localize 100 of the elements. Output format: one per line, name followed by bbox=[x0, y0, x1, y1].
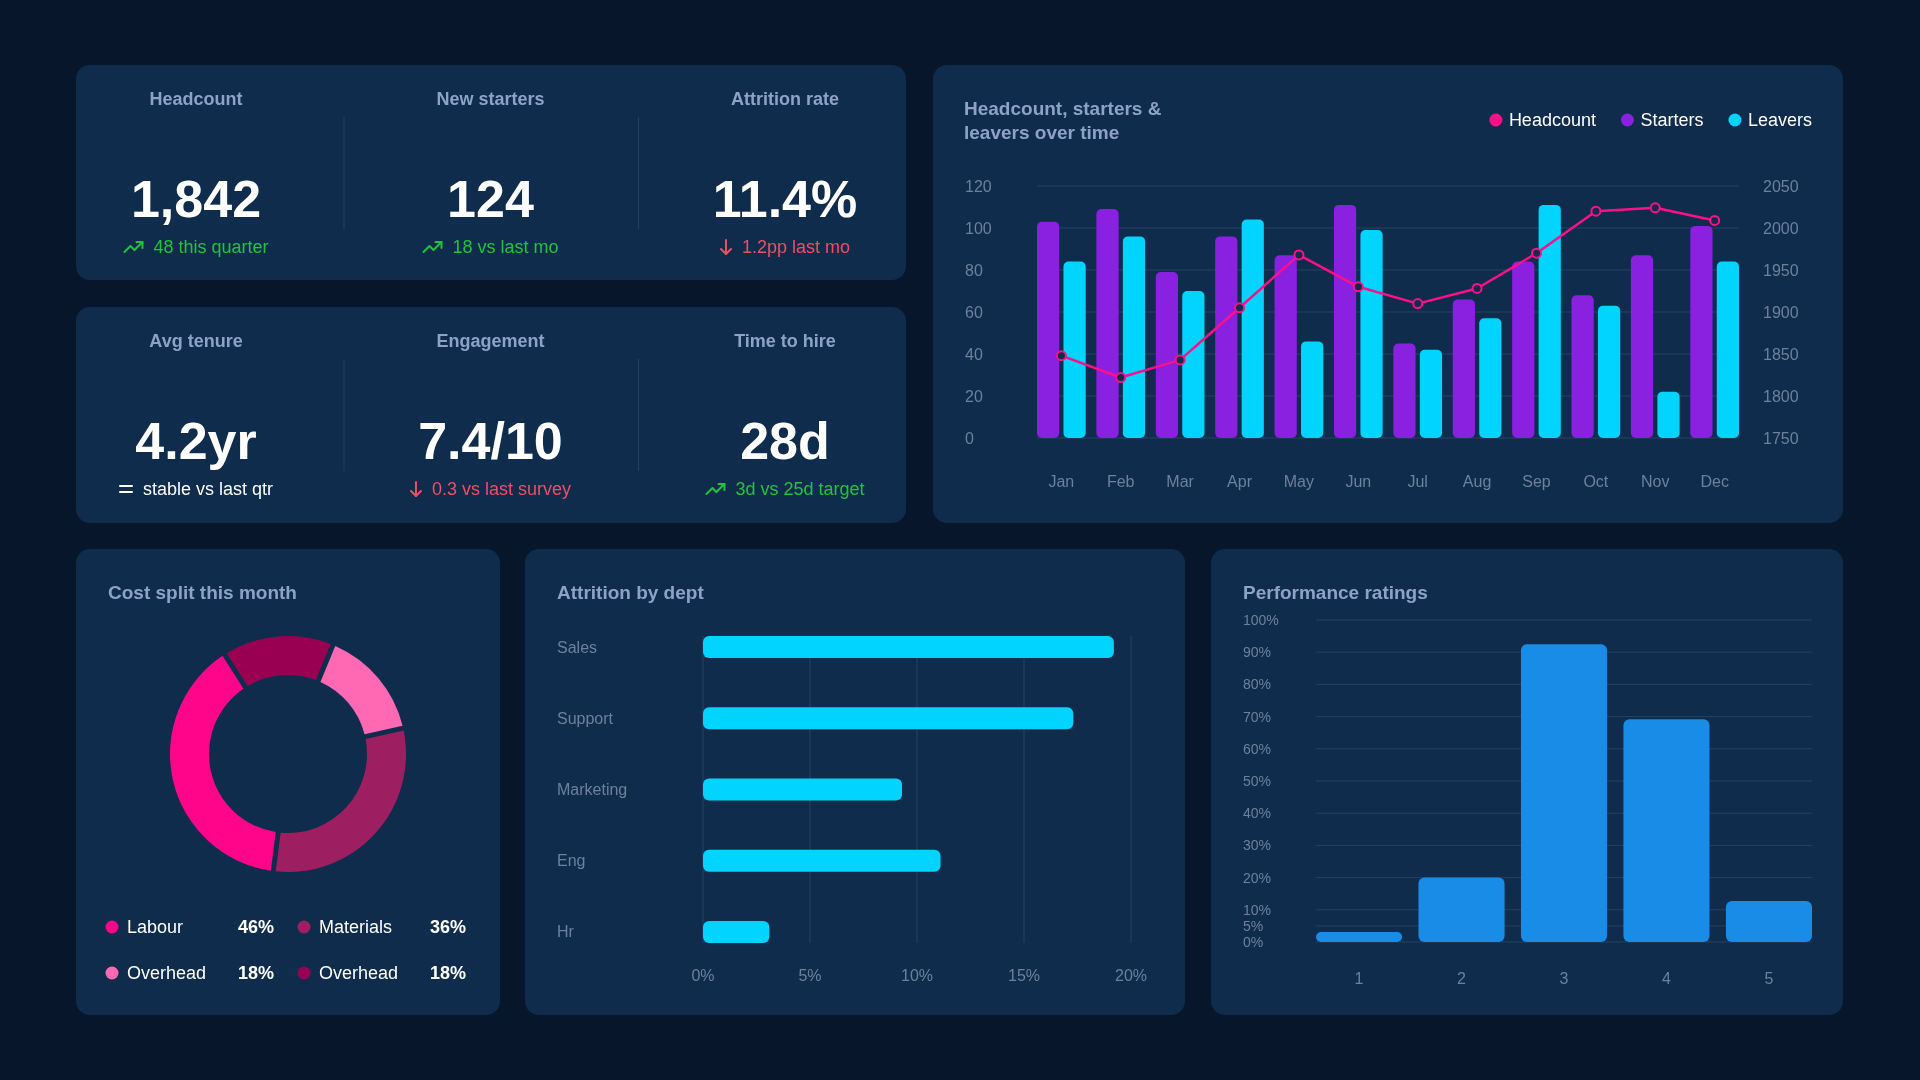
x-tick-label: 1 bbox=[1354, 969, 1364, 987]
category-label: Engagement bbox=[436, 331, 545, 351]
bar bbox=[1418, 877, 1505, 942]
legend-label: Starters bbox=[1640, 110, 1704, 130]
bar bbox=[1215, 236, 1238, 438]
y-tick-label: Hr bbox=[557, 923, 575, 941]
donut-slice bbox=[320, 645, 403, 735]
y2-tick-label: 1950 bbox=[1763, 261, 1799, 279]
x-tick-label: Sep bbox=[1522, 472, 1551, 490]
point bbox=[1115, 372, 1127, 384]
bar bbox=[1630, 255, 1654, 438]
y2-tick-label: 1850 bbox=[1763, 345, 1799, 363]
chart-title: Attrition by dept bbox=[557, 581, 705, 603]
category-label: New starters bbox=[436, 89, 545, 109]
bar bbox=[703, 707, 1074, 730]
x-tick-label: Jan bbox=[1048, 472, 1075, 490]
text: 1.2pp last mo bbox=[741, 237, 851, 257]
bar bbox=[1037, 221, 1060, 438]
y-tick-label: 100% bbox=[1243, 612, 1279, 628]
bar bbox=[1122, 236, 1146, 438]
x-tick-label: 5% bbox=[798, 966, 822, 984]
legend-label: Overhead bbox=[319, 963, 399, 983]
x-tick-label: Jul bbox=[1407, 472, 1428, 490]
y-tick-label: 20% bbox=[1243, 869, 1272, 886]
data-label: 46% bbox=[237, 917, 274, 937]
bar bbox=[1316, 932, 1403, 942]
legend-label: Headcount bbox=[1508, 110, 1596, 130]
text: 3d vs 25d target bbox=[735, 479, 865, 499]
point bbox=[1530, 247, 1542, 259]
x-tick-label: Feb bbox=[1106, 472, 1135, 490]
y-tick-label: 90% bbox=[1243, 644, 1272, 661]
bar bbox=[703, 920, 770, 943]
text: 7.4/10 bbox=[418, 412, 563, 470]
legend-label: Labour bbox=[127, 917, 184, 937]
bar bbox=[1419, 349, 1443, 438]
data-label: 18% bbox=[237, 963, 274, 983]
data-label: 36% bbox=[429, 917, 466, 937]
category-label: Avg tenure bbox=[149, 331, 243, 351]
y-tick-label: 60% bbox=[1243, 740, 1272, 757]
x-tick-label: Mar bbox=[1166, 472, 1195, 490]
category-label: Headcount bbox=[149, 89, 243, 109]
y-tick-label: Eng bbox=[557, 852, 586, 870]
point bbox=[1234, 302, 1246, 314]
bar bbox=[1063, 261, 1086, 438]
bar bbox=[1512, 261, 1535, 438]
bar bbox=[1274, 255, 1297, 438]
y-tick-label: 20 bbox=[965, 387, 983, 405]
point bbox=[1649, 202, 1661, 214]
data-label: 18% bbox=[429, 963, 466, 983]
x-tick-label: Nov bbox=[1641, 472, 1670, 490]
bar bbox=[1690, 225, 1713, 438]
bar bbox=[703, 849, 941, 872]
text: 18 vs last mo bbox=[452, 237, 559, 257]
bar bbox=[1571, 295, 1594, 438]
x-tick-label: 10% bbox=[900, 966, 934, 984]
category-label: Time to hire bbox=[734, 331, 836, 351]
bar bbox=[1241, 219, 1264, 438]
chart-title: Performance ratings bbox=[1243, 581, 1428, 603]
bar bbox=[1538, 204, 1561, 438]
y2-tick-label: 1800 bbox=[1763, 387, 1799, 405]
y-tick-label: 50% bbox=[1243, 773, 1272, 789]
y2-tick-label: 2000 bbox=[1763, 219, 1799, 237]
y-tick-label: 80 bbox=[965, 261, 983, 279]
x-tick-label: 2 bbox=[1457, 969, 1467, 987]
text: 48 this quarter bbox=[153, 237, 269, 257]
bar bbox=[1597, 305, 1621, 438]
y2-tick-label: 1900 bbox=[1763, 303, 1799, 321]
y2-tick-label: 2050 bbox=[1763, 177, 1799, 195]
y-tick-label: 80% bbox=[1243, 676, 1272, 693]
bar bbox=[1182, 291, 1205, 438]
x-tick-label: 20% bbox=[1114, 966, 1148, 984]
bar bbox=[1657, 391, 1680, 438]
y-tick-label: Sales bbox=[557, 638, 598, 656]
bar bbox=[1096, 209, 1119, 438]
legend-label: Materials bbox=[319, 917, 393, 937]
point bbox=[1293, 249, 1305, 261]
x-tick-label: 15% bbox=[1007, 966, 1041, 984]
x-tick-label: 5 bbox=[1764, 969, 1774, 987]
category-label: Attrition rate bbox=[731, 89, 839, 109]
point bbox=[1055, 350, 1067, 362]
x-tick-label: Aug bbox=[1462, 472, 1492, 490]
point bbox=[1352, 281, 1364, 293]
y-tick-label: Support bbox=[557, 709, 614, 727]
text: 124 bbox=[447, 170, 534, 228]
bar bbox=[1452, 299, 1475, 438]
x-tick-label: May bbox=[1283, 472, 1315, 490]
bar bbox=[1716, 261, 1739, 438]
text: stable vs last qtr bbox=[142, 479, 274, 499]
y2-tick-label: 1750 bbox=[1763, 429, 1799, 447]
bar bbox=[703, 778, 903, 801]
y-tick-label: Marketing bbox=[557, 781, 628, 798]
x-tick-label: Oct bbox=[1583, 472, 1609, 490]
x-tick-label: 0% bbox=[691, 966, 715, 984]
chart-title: Cost split this month bbox=[108, 581, 297, 603]
bar bbox=[1520, 644, 1608, 942]
point bbox=[1471, 282, 1483, 294]
point bbox=[1709, 214, 1721, 226]
text: 0.3 vs last survey bbox=[431, 479, 572, 499]
chart-title: Headcount, starters & leavers over time bbox=[964, 97, 1162, 143]
y-tick-label: 5% bbox=[1243, 917, 1264, 934]
